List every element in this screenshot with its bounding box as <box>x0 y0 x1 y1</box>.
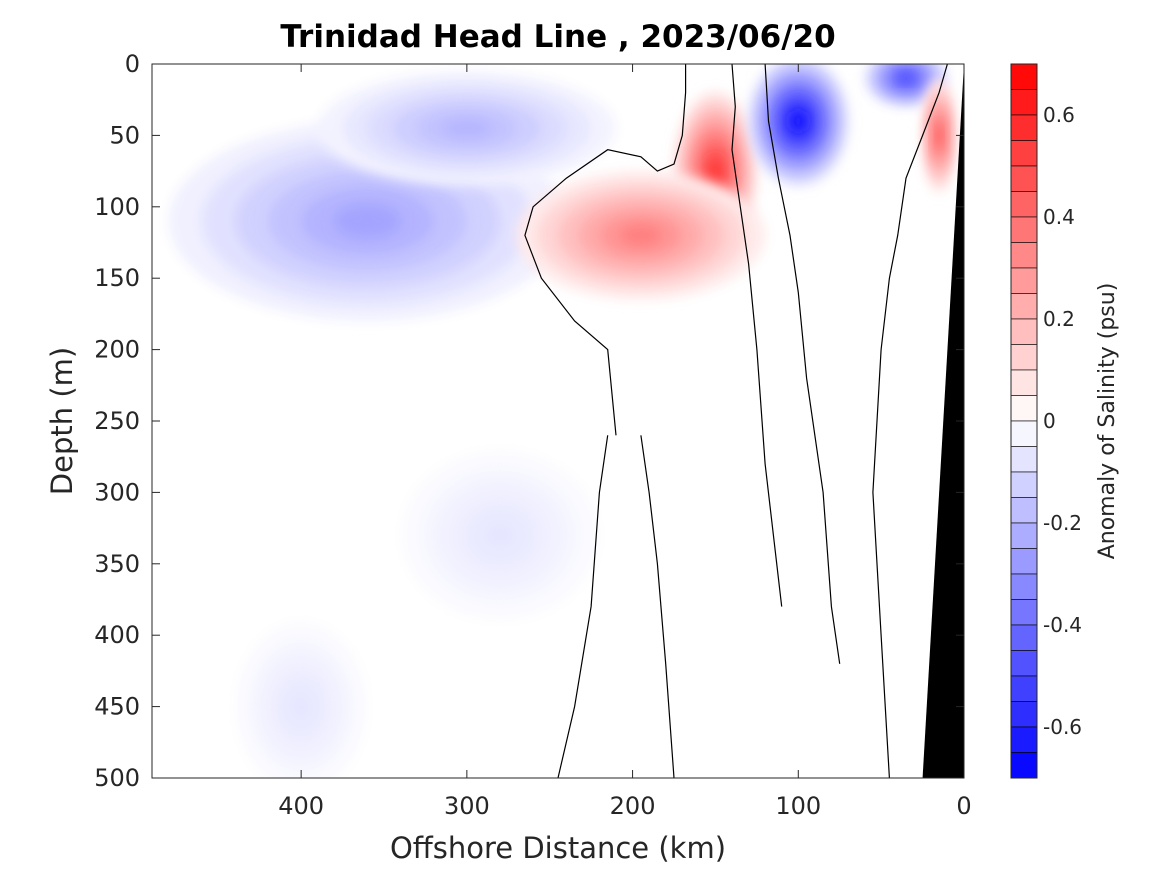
y-tick-label: 50 <box>109 121 140 149</box>
colorbar-label: Anomaly of Salinity (psu) <box>1095 283 1120 560</box>
colorbar-band <box>1010 471 1038 498</box>
x-tick-label: 200 <box>610 792 656 820</box>
zero-contour-4 <box>872 64 948 778</box>
colorbar-tick-label: -0.2 <box>1043 511 1082 535</box>
colorbar: 0.6 0.4 0.2 0 -0.2 -0.4 -0.6 <box>1010 63 1082 779</box>
salinity-feature-6-level-5 <box>899 73 913 84</box>
salinity-feature-3-level-5 <box>708 158 723 185</box>
colorbar-tick-label: 0 <box>1043 409 1056 433</box>
colorbar-band <box>1010 624 1038 651</box>
salinity-feature-5-level-5 <box>790 110 807 132</box>
colorbar-band <box>1010 420 1038 447</box>
colorbar-band <box>1010 114 1038 141</box>
y-axis: 0 50 100 150 200 250 300 350 400 450 500 <box>94 50 964 792</box>
zero-contour-2 <box>557 435 609 778</box>
y-tick-label: 0 <box>125 50 140 78</box>
colorbar-band <box>1010 344 1038 371</box>
y-tick-label: 300 <box>94 478 140 506</box>
chart-title: Trinidad Head Line , 2023/06/20 <box>280 19 835 55</box>
colorbar-band <box>1010 165 1038 192</box>
colorbar-frame <box>1010 63 1038 779</box>
colorbar-tick-label: -0.6 <box>1043 715 1082 739</box>
colorbar-band <box>1010 701 1038 728</box>
bathymetry-seafloor <box>922 64 964 778</box>
colorbar-band <box>1010 369 1038 396</box>
colorbar-band <box>1010 752 1038 779</box>
colorbar-band <box>1010 446 1038 473</box>
colorbar-band <box>1010 267 1038 294</box>
zero-contour-5 <box>731 64 783 607</box>
salinity-feature-9-level-5 <box>290 692 313 721</box>
colorbar-band <box>1010 89 1038 116</box>
colorbar-band <box>1010 650 1038 677</box>
salinity-feature-7-level-5 <box>936 125 942 145</box>
colorbar-band <box>1010 522 1038 549</box>
x-tick-label: 300 <box>444 792 490 820</box>
x-tick-label: 400 <box>278 792 324 820</box>
y-tick-label: 150 <box>94 264 140 292</box>
salinity-feature-8-level-5 <box>483 520 517 550</box>
y-tick-label: 400 <box>94 621 140 649</box>
y-tick-label: 350 <box>94 550 140 578</box>
y-tick-label: 250 <box>94 407 140 435</box>
y-tick-label: 500 <box>94 764 140 792</box>
colorbar-band <box>1010 726 1038 753</box>
salinity-feature-1-level-5 <box>334 204 401 238</box>
salinity-feature-4-level-5 <box>620 224 662 247</box>
colorbar-tick-label: 0.4 <box>1043 205 1075 229</box>
x-tick-label: 100 <box>775 792 821 820</box>
y-axis-label: Depth (m) <box>45 347 79 495</box>
colorbar-band <box>1010 293 1038 320</box>
colorbar-band <box>1010 548 1038 575</box>
y-tick-label: 450 <box>94 693 140 721</box>
colorbar-tick-label: -0.4 <box>1043 613 1082 637</box>
colorbar-band <box>1010 573 1038 600</box>
colorbar-band <box>1010 497 1038 524</box>
x-axis-label: Offshore Distance (km) <box>390 831 726 865</box>
zero-contour-0 <box>524 64 687 436</box>
colorbar-band <box>1010 140 1038 167</box>
zero-contour-1 <box>764 64 841 664</box>
colorbar-band <box>1010 675 1038 702</box>
salinity-feature-2-level-5 <box>442 118 492 138</box>
colorbar-band <box>1010 191 1038 218</box>
colorbar-band <box>1010 318 1038 345</box>
x-axis: 400 300 200 100 0 <box>278 64 972 820</box>
zero-contours <box>524 64 948 778</box>
colorbar-tick-label: 0.2 <box>1043 307 1075 331</box>
colorbar-band <box>1010 242 1038 269</box>
y-tick-label: 200 <box>94 336 140 364</box>
colorbar-band <box>1010 395 1038 422</box>
zero-contour-3 <box>640 435 675 778</box>
y-tick-label: 100 <box>94 193 140 221</box>
x-tick-label: 0 <box>956 792 971 820</box>
colorbar-band <box>1010 599 1038 626</box>
colorbar-tick-label: 0.6 <box>1043 103 1075 127</box>
colorbar-band <box>1010 216 1038 243</box>
colorbar-band <box>1010 63 1038 90</box>
salinity-field <box>168 64 956 778</box>
